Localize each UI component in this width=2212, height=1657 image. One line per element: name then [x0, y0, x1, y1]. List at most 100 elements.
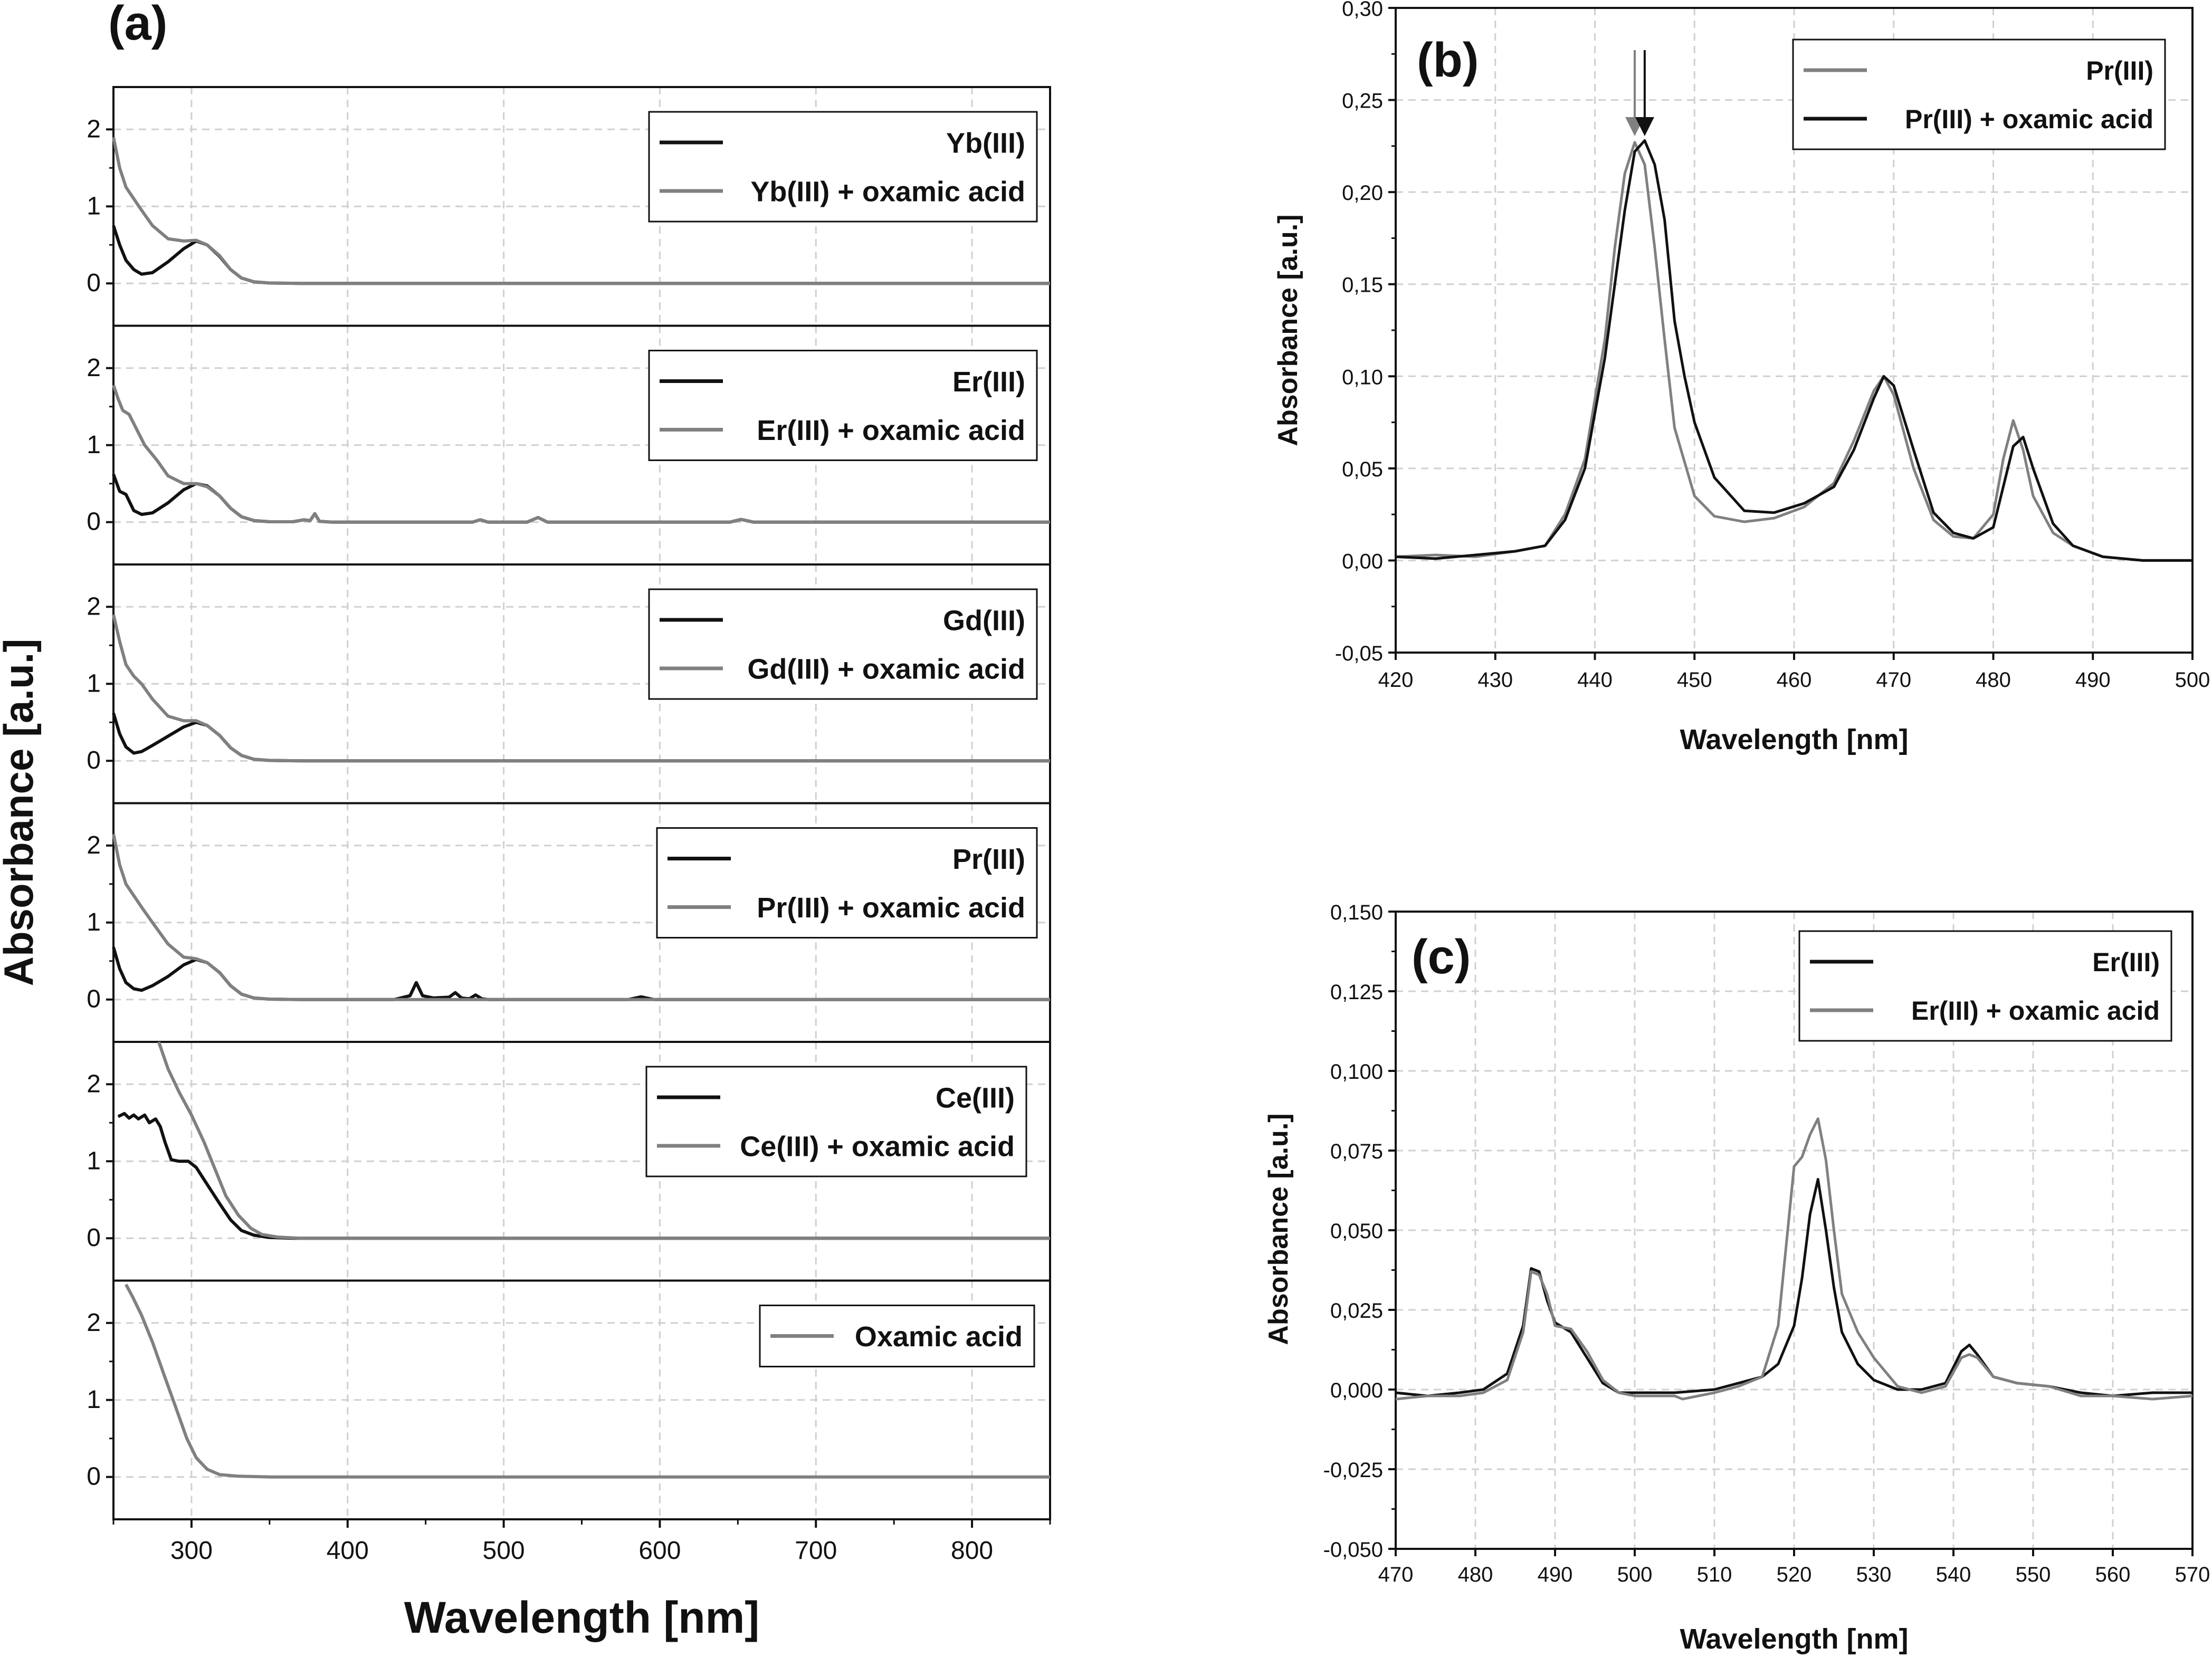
x-tick-label: 600	[638, 1537, 681, 1565]
x-tick-label: 470	[1876, 668, 1911, 692]
x-tick-label: 490	[1538, 1563, 1573, 1586]
x-axis-label: Wavelength [nm]	[404, 1593, 760, 1642]
panel-b: -0,05 0,00 0,05 0,10 0,15 0,20 0,25 0,30 420 430 4…	[1273, 0, 2210, 755]
y-tick-label: 1	[87, 908, 101, 936]
x-tick-label: 500	[1617, 1563, 1653, 1586]
y-tick-label: 0	[87, 746, 101, 774]
y-tick-label: 2	[87, 592, 101, 620]
y-tick-label: 0,050	[1330, 1220, 1383, 1243]
x-tick-label: 500	[2175, 668, 2210, 692]
legend-label: Pr(III) + oxamic acid	[757, 892, 1025, 924]
x-axis-label: Wavelength [nm]	[1680, 724, 1908, 755]
subplot-4: 0 1 2 Pr(III) Pr(III) + oxamic acid	[87, 802, 1051, 1043]
y-tick-label: 0,100	[1330, 1060, 1383, 1084]
legend-box	[648, 111, 1038, 223]
y-tick-label: 0,000	[1330, 1379, 1383, 1402]
legend-box	[1798, 930, 2172, 1042]
x-tick-label: 450	[1677, 668, 1712, 692]
y-tick-label: 0,05	[1342, 458, 1383, 481]
legend-label: Pr(III) + oxamic acid	[1905, 104, 2153, 134]
x-tick-label: 540	[1936, 1563, 1971, 1586]
x-tick-label: 700	[795, 1537, 837, 1565]
legend-label: Oxamic acid	[855, 1321, 1023, 1353]
y-tick-label: 0,025	[1330, 1299, 1383, 1323]
x-tick-label: 490	[2075, 668, 2111, 692]
series-line-oxamic-acid	[125, 1284, 1050, 1479]
series-line-ce-iii-oxamic-acid	[157, 1041, 1050, 1240]
x-tick-label: 560	[2095, 1563, 2131, 1586]
x-tick-label: 530	[1856, 1563, 1892, 1586]
y-tick-label: 0	[87, 269, 101, 297]
y-tick-label: 1	[87, 669, 101, 697]
series-line-ce-iii	[117, 1112, 1050, 1240]
y-axis-label: Absorbance [a.u.]	[1273, 214, 1303, 446]
x-axis-label: Wavelength [nm]	[1680, 1623, 1908, 1655]
x-tick-label: 480	[1976, 668, 2011, 692]
legend-label: Gd(III)	[943, 605, 1025, 636]
legend-box	[648, 588, 1038, 700]
y-tick-label: -0,050	[1323, 1538, 1383, 1562]
y-tick-label: 0,20	[1342, 181, 1383, 205]
panel-label-a: (a)	[108, 0, 167, 50]
legend-label: Ce(III)	[936, 1082, 1015, 1114]
y-tick-label: 1	[87, 1147, 101, 1175]
legend-label: Er(III) + oxamic acid	[1911, 996, 2160, 1026]
y-axis-label: Absorbance [a.u.]	[0, 639, 42, 986]
x-tick-label: 460	[1777, 668, 1812, 692]
x-tick-label: 510	[1697, 1563, 1732, 1586]
y-tick-label: 0,25	[1342, 90, 1383, 113]
y-tick-label: 0,10	[1342, 366, 1383, 389]
y-tick-label: 1	[87, 192, 101, 220]
y-axis-label: Absorbance [a.u.]	[1263, 1113, 1294, 1345]
series-line-yb-iii-oxamic-acid	[112, 137, 1050, 285]
y-tick-label: 0,150	[1330, 901, 1383, 924]
panel-label-c: (c)	[1412, 930, 1471, 984]
subplot-3: 0 1 2 Gd(III) Gd(III) + oxamic acid	[87, 563, 1051, 804]
legend-label: Yb(III)	[946, 127, 1025, 159]
x-tick-label: 300	[170, 1537, 213, 1565]
y-tick-label: 0,30	[1342, 0, 1383, 21]
y-tick-label: -0,025	[1323, 1459, 1383, 1482]
x-tick-label: 400	[327, 1537, 369, 1565]
series-line-er-iii-oxamic-acid	[112, 384, 1050, 524]
x-tick-label: 470	[1378, 1563, 1414, 1586]
y-tick-label: 0	[87, 1224, 101, 1252]
legend-label: Er(III)	[2092, 947, 2160, 977]
y-tick-label: 0	[87, 985, 101, 1013]
y-tick-label: 0	[87, 1463, 101, 1491]
legend-label: Pr(III)	[2086, 56, 2153, 85]
series-line-gd-iii-oxamic-acid	[112, 614, 1050, 763]
legend-box	[656, 827, 1038, 938]
series-line-er-iii	[1395, 1177, 2192, 1397]
legend-label: Pr(III)	[952, 844, 1025, 875]
legend-label: Er(III)	[952, 366, 1025, 398]
legend-box	[1792, 39, 2166, 150]
legend-box	[645, 1066, 1027, 1177]
legend-box	[648, 350, 1038, 461]
x-tick-label: 500	[483, 1537, 525, 1565]
legend-label: Gd(III) + oxamic acid	[747, 653, 1025, 685]
subplot-2: 0 1 2 Er(III) Er(III) + oxamic acid	[87, 324, 1051, 566]
legend-label: Ce(III) + oxamic acid	[740, 1131, 1015, 1162]
y-tick-label: 2	[87, 1309, 101, 1337]
y-tick-label: 2	[87, 115, 101, 143]
y-tick-label: 1	[87, 431, 101, 459]
y-tick-label: -0,05	[1335, 642, 1383, 665]
y-tick-label: 0,125	[1330, 981, 1383, 1004]
y-tick-label: 0,15	[1342, 274, 1383, 297]
panel-c: -0,050 -0,025 0,000 0,025 0,050 0,075 0,100 0,1…	[1263, 901, 2210, 1655]
y-tick-label: 2	[87, 1070, 101, 1098]
panel-label-b: (b)	[1417, 33, 1479, 87]
panel-a: (a) 0 1 2 Yb(III) Yb(III) + oxamic acid 0 1 2 Er(…	[0, 0, 1051, 1642]
subplot-6: 0 1 2 Oxamic acid	[87, 1279, 1051, 1520]
x-tick-label: 800	[951, 1537, 993, 1565]
series-line-pr-iii-oxamic-acid	[1395, 139, 2192, 562]
series-line-pr-iii-oxamic-acid	[112, 834, 1050, 1001]
y-tick-label: 0,00	[1342, 550, 1383, 573]
x-tick-label: 570	[2175, 1563, 2210, 1586]
peak-arrow-head	[1635, 117, 1654, 136]
legend-label: Yb(III) + oxamic acid	[750, 176, 1025, 207]
y-tick-label: 2	[87, 354, 101, 382]
x-tick-label: 550	[2016, 1563, 2051, 1586]
